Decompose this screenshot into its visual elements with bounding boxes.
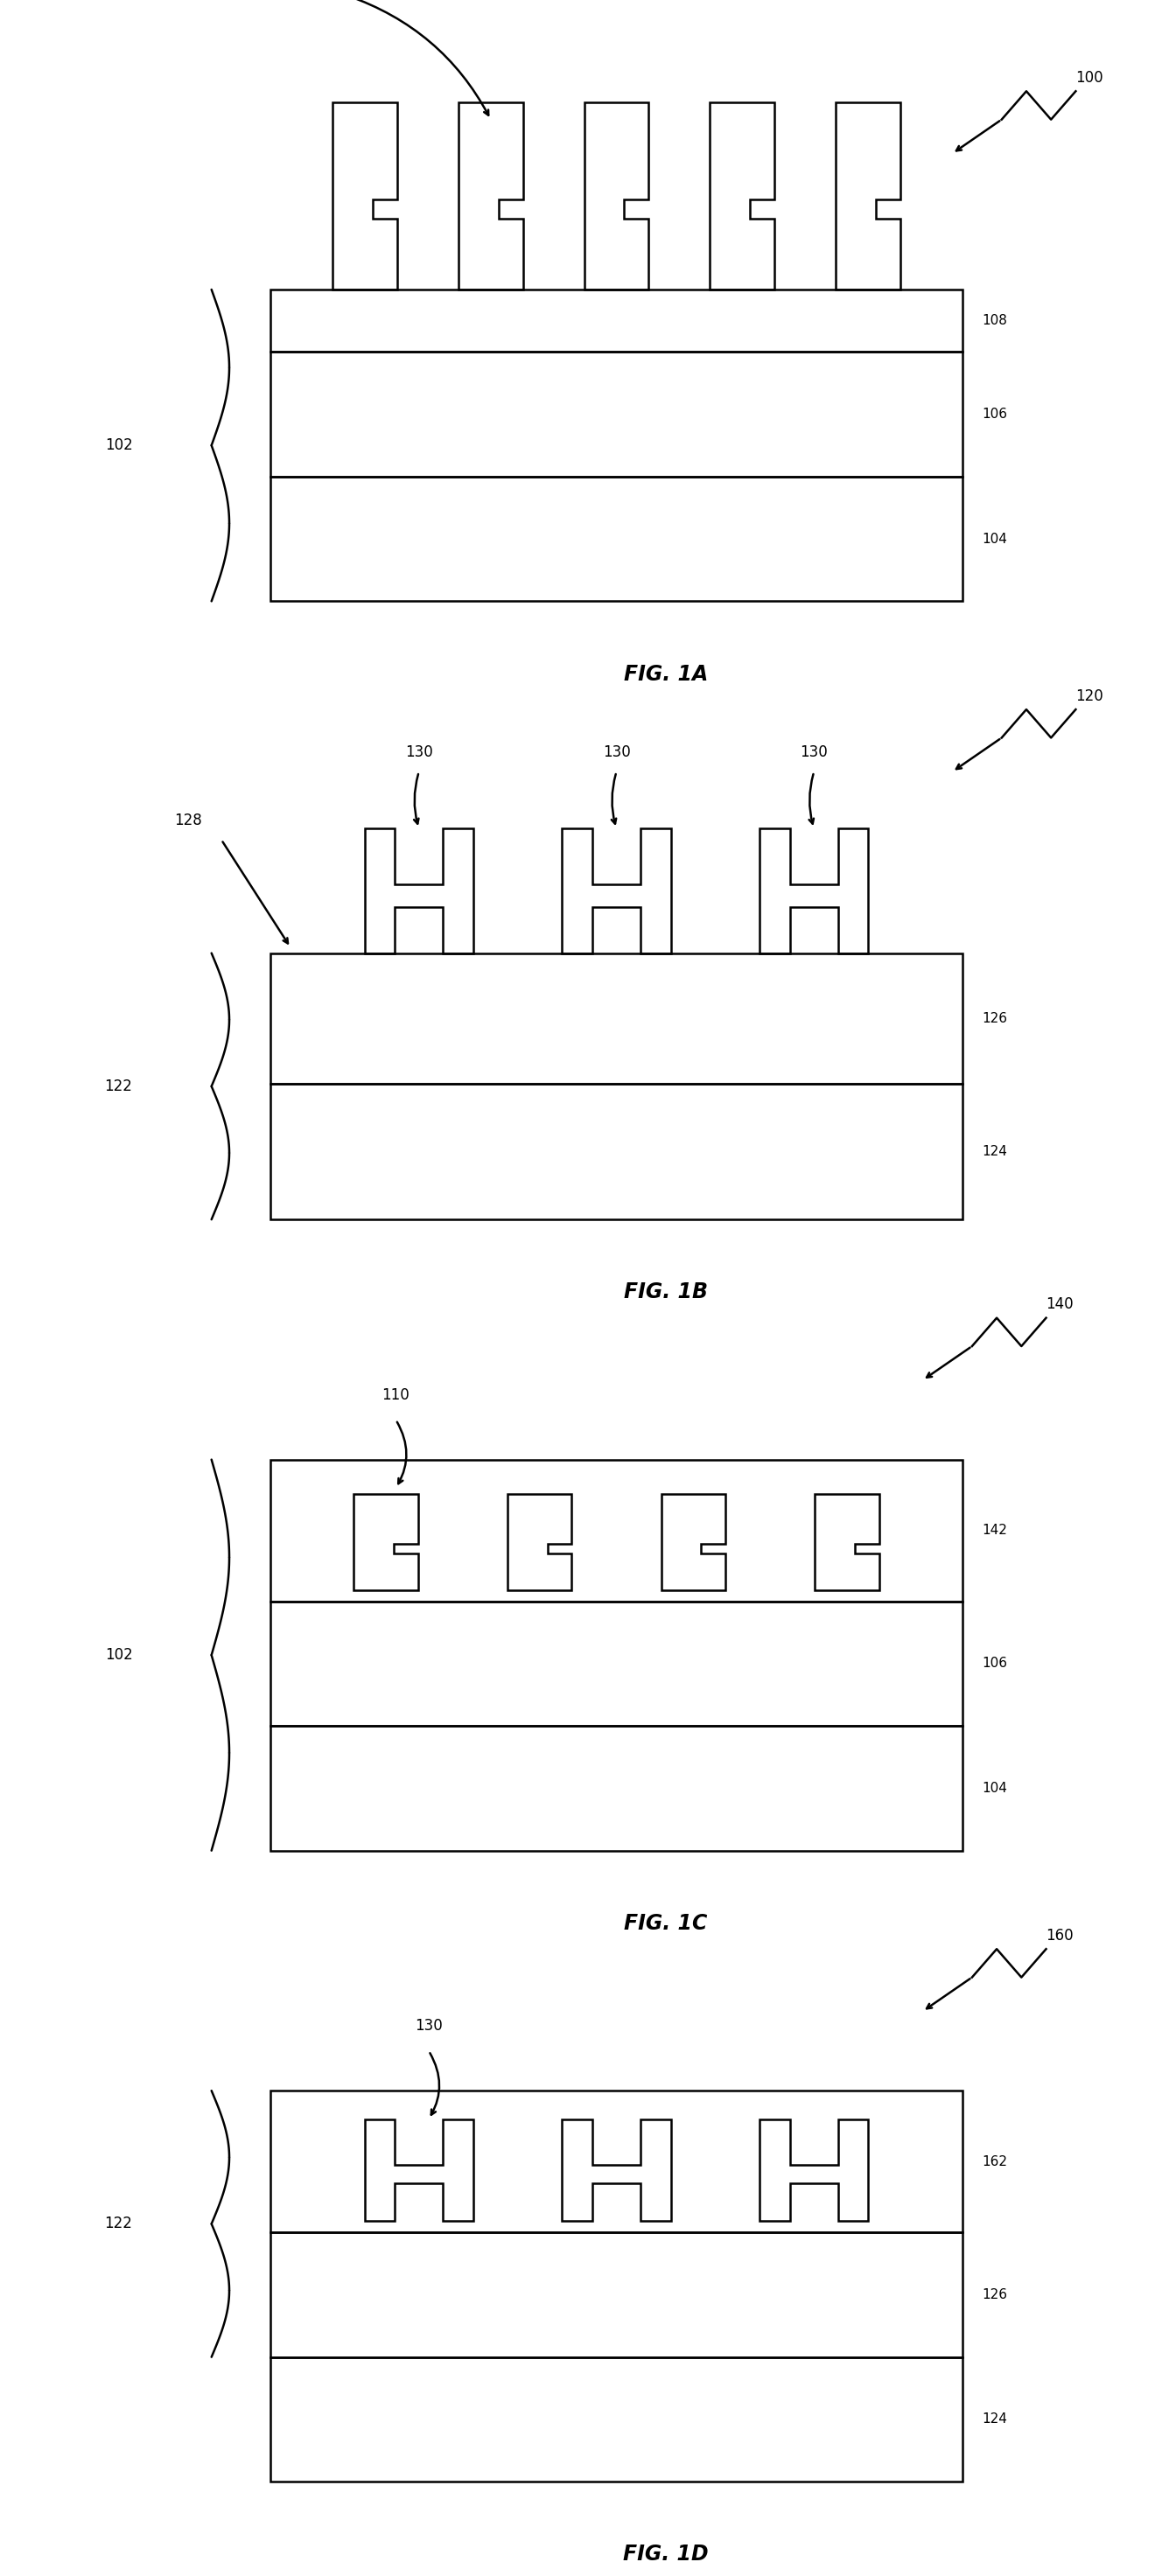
Text: 124: 124	[982, 1144, 1007, 1159]
Text: 120: 120	[1076, 688, 1104, 703]
Text: 108: 108	[982, 314, 1007, 327]
Text: 124: 124	[982, 2414, 1007, 2427]
Text: 104: 104	[982, 1783, 1007, 1795]
Text: 122: 122	[105, 2215, 132, 2231]
Text: FIG. 1D: FIG. 1D	[623, 2545, 709, 2566]
Text: 128: 128	[174, 811, 202, 829]
Text: 130: 130	[406, 744, 432, 760]
Text: 126: 126	[982, 1012, 1007, 1025]
Text: 126: 126	[982, 2287, 1007, 2300]
Text: FIG. 1C: FIG. 1C	[624, 1914, 708, 1935]
Text: FIG. 1B: FIG. 1B	[624, 1283, 708, 1303]
Text: 102: 102	[105, 1646, 132, 1664]
Text: 162: 162	[982, 2156, 1007, 2169]
Text: 102: 102	[105, 438, 132, 453]
Text: 122: 122	[105, 1079, 132, 1095]
Text: 130: 130	[801, 744, 827, 760]
Text: 130: 130	[603, 744, 630, 760]
Text: 142: 142	[982, 1525, 1007, 1538]
Text: 110: 110	[382, 1386, 410, 1404]
Text: 106: 106	[982, 1656, 1007, 1669]
Text: 160: 160	[1046, 1927, 1074, 1942]
Text: 106: 106	[982, 407, 1007, 420]
Text: 100: 100	[1076, 70, 1104, 85]
Text: 140: 140	[1046, 1296, 1074, 1311]
Text: FIG. 1A: FIG. 1A	[624, 665, 708, 685]
Text: 130: 130	[415, 2017, 443, 2035]
Text: 104: 104	[982, 533, 1007, 546]
